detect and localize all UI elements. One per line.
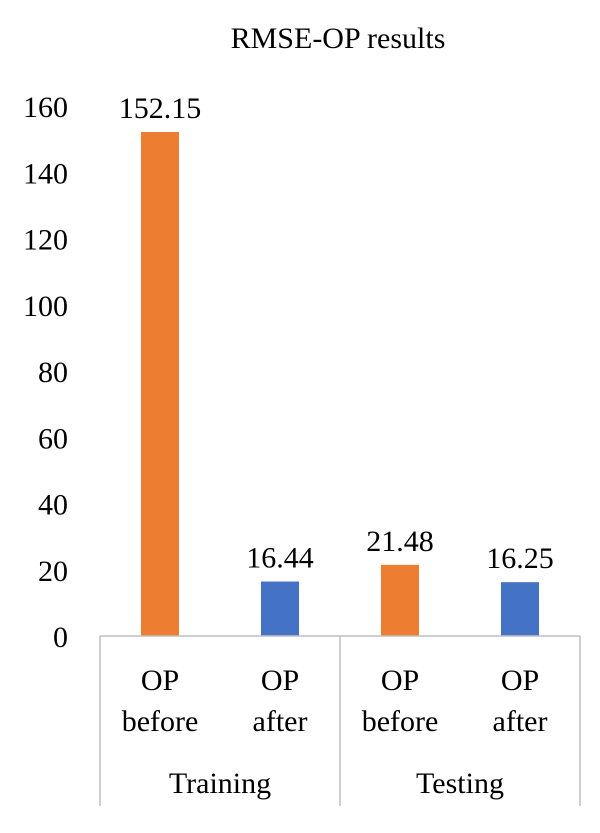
bar-value-label: 152.15	[119, 92, 202, 125]
x-tick-label-line1: OP	[501, 664, 539, 697]
bar-testing-after	[501, 582, 539, 636]
bar-value-label: 21.48	[366, 525, 434, 558]
x-tick-label-line2: before	[362, 705, 439, 738]
chart-title: RMSE-OP results	[231, 22, 446, 55]
bar-training-after	[261, 581, 299, 636]
bar-training-before	[141, 132, 179, 637]
bar-series	[141, 132, 539, 637]
x-tick-label-line1: OP	[141, 664, 179, 697]
y-tick-label: 0	[53, 621, 68, 654]
group-label-testing: Testing	[416, 767, 504, 800]
bar-value-label: 16.25	[486, 542, 554, 575]
x-tick-label-line2: after	[493, 705, 548, 738]
y-tick-label: 40	[38, 489, 68, 522]
y-tick-label: 100	[23, 290, 68, 323]
y-tick-label: 20	[38, 555, 68, 588]
y-tick-label: 140	[23, 157, 68, 190]
x-tick-label-line1: OP	[261, 664, 299, 697]
y-tick-label: 160	[23, 91, 68, 124]
data-labels: 152.15 16.44 21.48 16.25	[119, 92, 554, 575]
x-tick-label-line2: before	[122, 705, 199, 738]
x-axis: OP before OP after Training OP before OP after Te…	[99, 635, 581, 806]
bar-testing-before	[381, 564, 419, 636]
x-tick-label-line1: OP	[381, 664, 419, 697]
y-tick-label: 60	[38, 422, 68, 455]
bar-value-label: 16.44	[246, 542, 314, 575]
y-tick-label: 80	[38, 356, 68, 389]
y-tick-label: 120	[23, 224, 68, 257]
group-label-training: Training	[169, 767, 271, 800]
y-axis: 0 20 40 60 80 100 120 140 160	[23, 91, 68, 654]
x-tick-label-line2: after	[253, 705, 308, 738]
